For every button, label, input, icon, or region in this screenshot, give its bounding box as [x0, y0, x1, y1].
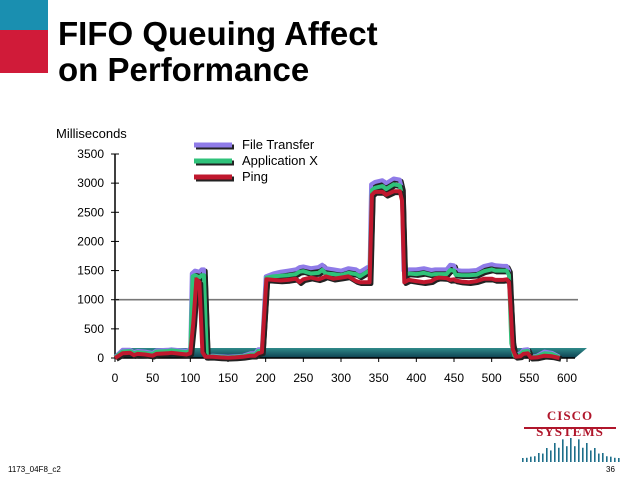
logo-bar — [598, 453, 600, 462]
logo-bar — [618, 458, 620, 462]
y-tick-label: 500 — [84, 322, 104, 336]
slide-code: 1173_04F8_c2 — [8, 465, 61, 474]
logo-bar — [606, 456, 608, 462]
corner-block-blue — [0, 0, 48, 30]
logo-bar — [578, 439, 580, 462]
logo-bar — [550, 450, 552, 462]
x-tick-label: 100 — [180, 371, 200, 385]
series-line-file-transfer — [113, 176, 561, 359]
series-line-ping — [113, 189, 560, 360]
y-tick-label: 1500 — [77, 264, 104, 278]
logo-bar — [570, 438, 572, 462]
y-tick-label: 3000 — [77, 176, 104, 190]
x-tick-label: 600 — [557, 371, 577, 385]
corner-block-red — [0, 30, 48, 73]
x-tick-label: 200 — [256, 371, 276, 385]
x-tick-label: 450 — [444, 371, 464, 385]
logo-bar — [586, 443, 588, 462]
logo-bar — [530, 456, 532, 462]
logo-bar — [542, 453, 544, 462]
y-tick-label: 0 — [97, 351, 104, 365]
logo-bar — [610, 456, 612, 462]
y-tick-label: 2500 — [77, 205, 104, 219]
x-tick-label: 0 — [112, 371, 119, 385]
legend-label-ping: Ping — [242, 169, 268, 184]
logo-bar — [594, 448, 596, 462]
logo-bar — [582, 447, 584, 462]
x-tick-label: 550 — [519, 371, 539, 385]
legend-label-file-transfer: File Transfer — [242, 137, 315, 152]
series-line-application-x — [113, 182, 561, 360]
logo-bar — [614, 457, 616, 462]
logo-bar — [574, 446, 576, 462]
logo-rule — [524, 427, 616, 429]
logo-bar — [538, 453, 540, 462]
x-tick-label: 500 — [482, 371, 502, 385]
logo-bar — [546, 448, 548, 462]
logo-bar — [562, 439, 564, 462]
x-tick-label: 150 — [218, 371, 238, 385]
y-tick-label: 2000 — [77, 234, 104, 248]
x-tick-label: 400 — [406, 371, 426, 385]
logo-bar — [566, 446, 568, 462]
logo-bar — [558, 447, 560, 462]
logo-bars-icon — [522, 438, 620, 462]
x-tick-label: 50 — [146, 371, 160, 385]
legend-label-application-x: Application X — [242, 153, 318, 168]
logo-bar — [534, 456, 536, 462]
logo-bar — [590, 450, 592, 462]
slide-title: FIFO Queuing Affect on Performance — [58, 15, 378, 88]
logo-bar — [602, 453, 604, 462]
y-tick-label: 1000 — [77, 293, 104, 307]
cisco-systems-logo: CISCO SYSTEMS — [518, 408, 622, 466]
page-number: 36 — [606, 465, 615, 474]
x-tick-label: 300 — [331, 371, 351, 385]
logo-bar — [554, 443, 556, 462]
y-axis-label: Milliseconds — [56, 126, 127, 141]
x-tick-label: 250 — [293, 371, 313, 385]
y-tick-label: 3500 — [77, 147, 104, 161]
logo-bar — [522, 458, 524, 462]
logo-bar — [526, 457, 528, 462]
x-tick-label: 350 — [369, 371, 389, 385]
